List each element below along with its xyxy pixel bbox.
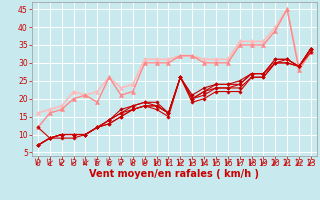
X-axis label: Vent moyen/en rafales ( km/h ): Vent moyen/en rafales ( km/h ) <box>89 169 260 179</box>
